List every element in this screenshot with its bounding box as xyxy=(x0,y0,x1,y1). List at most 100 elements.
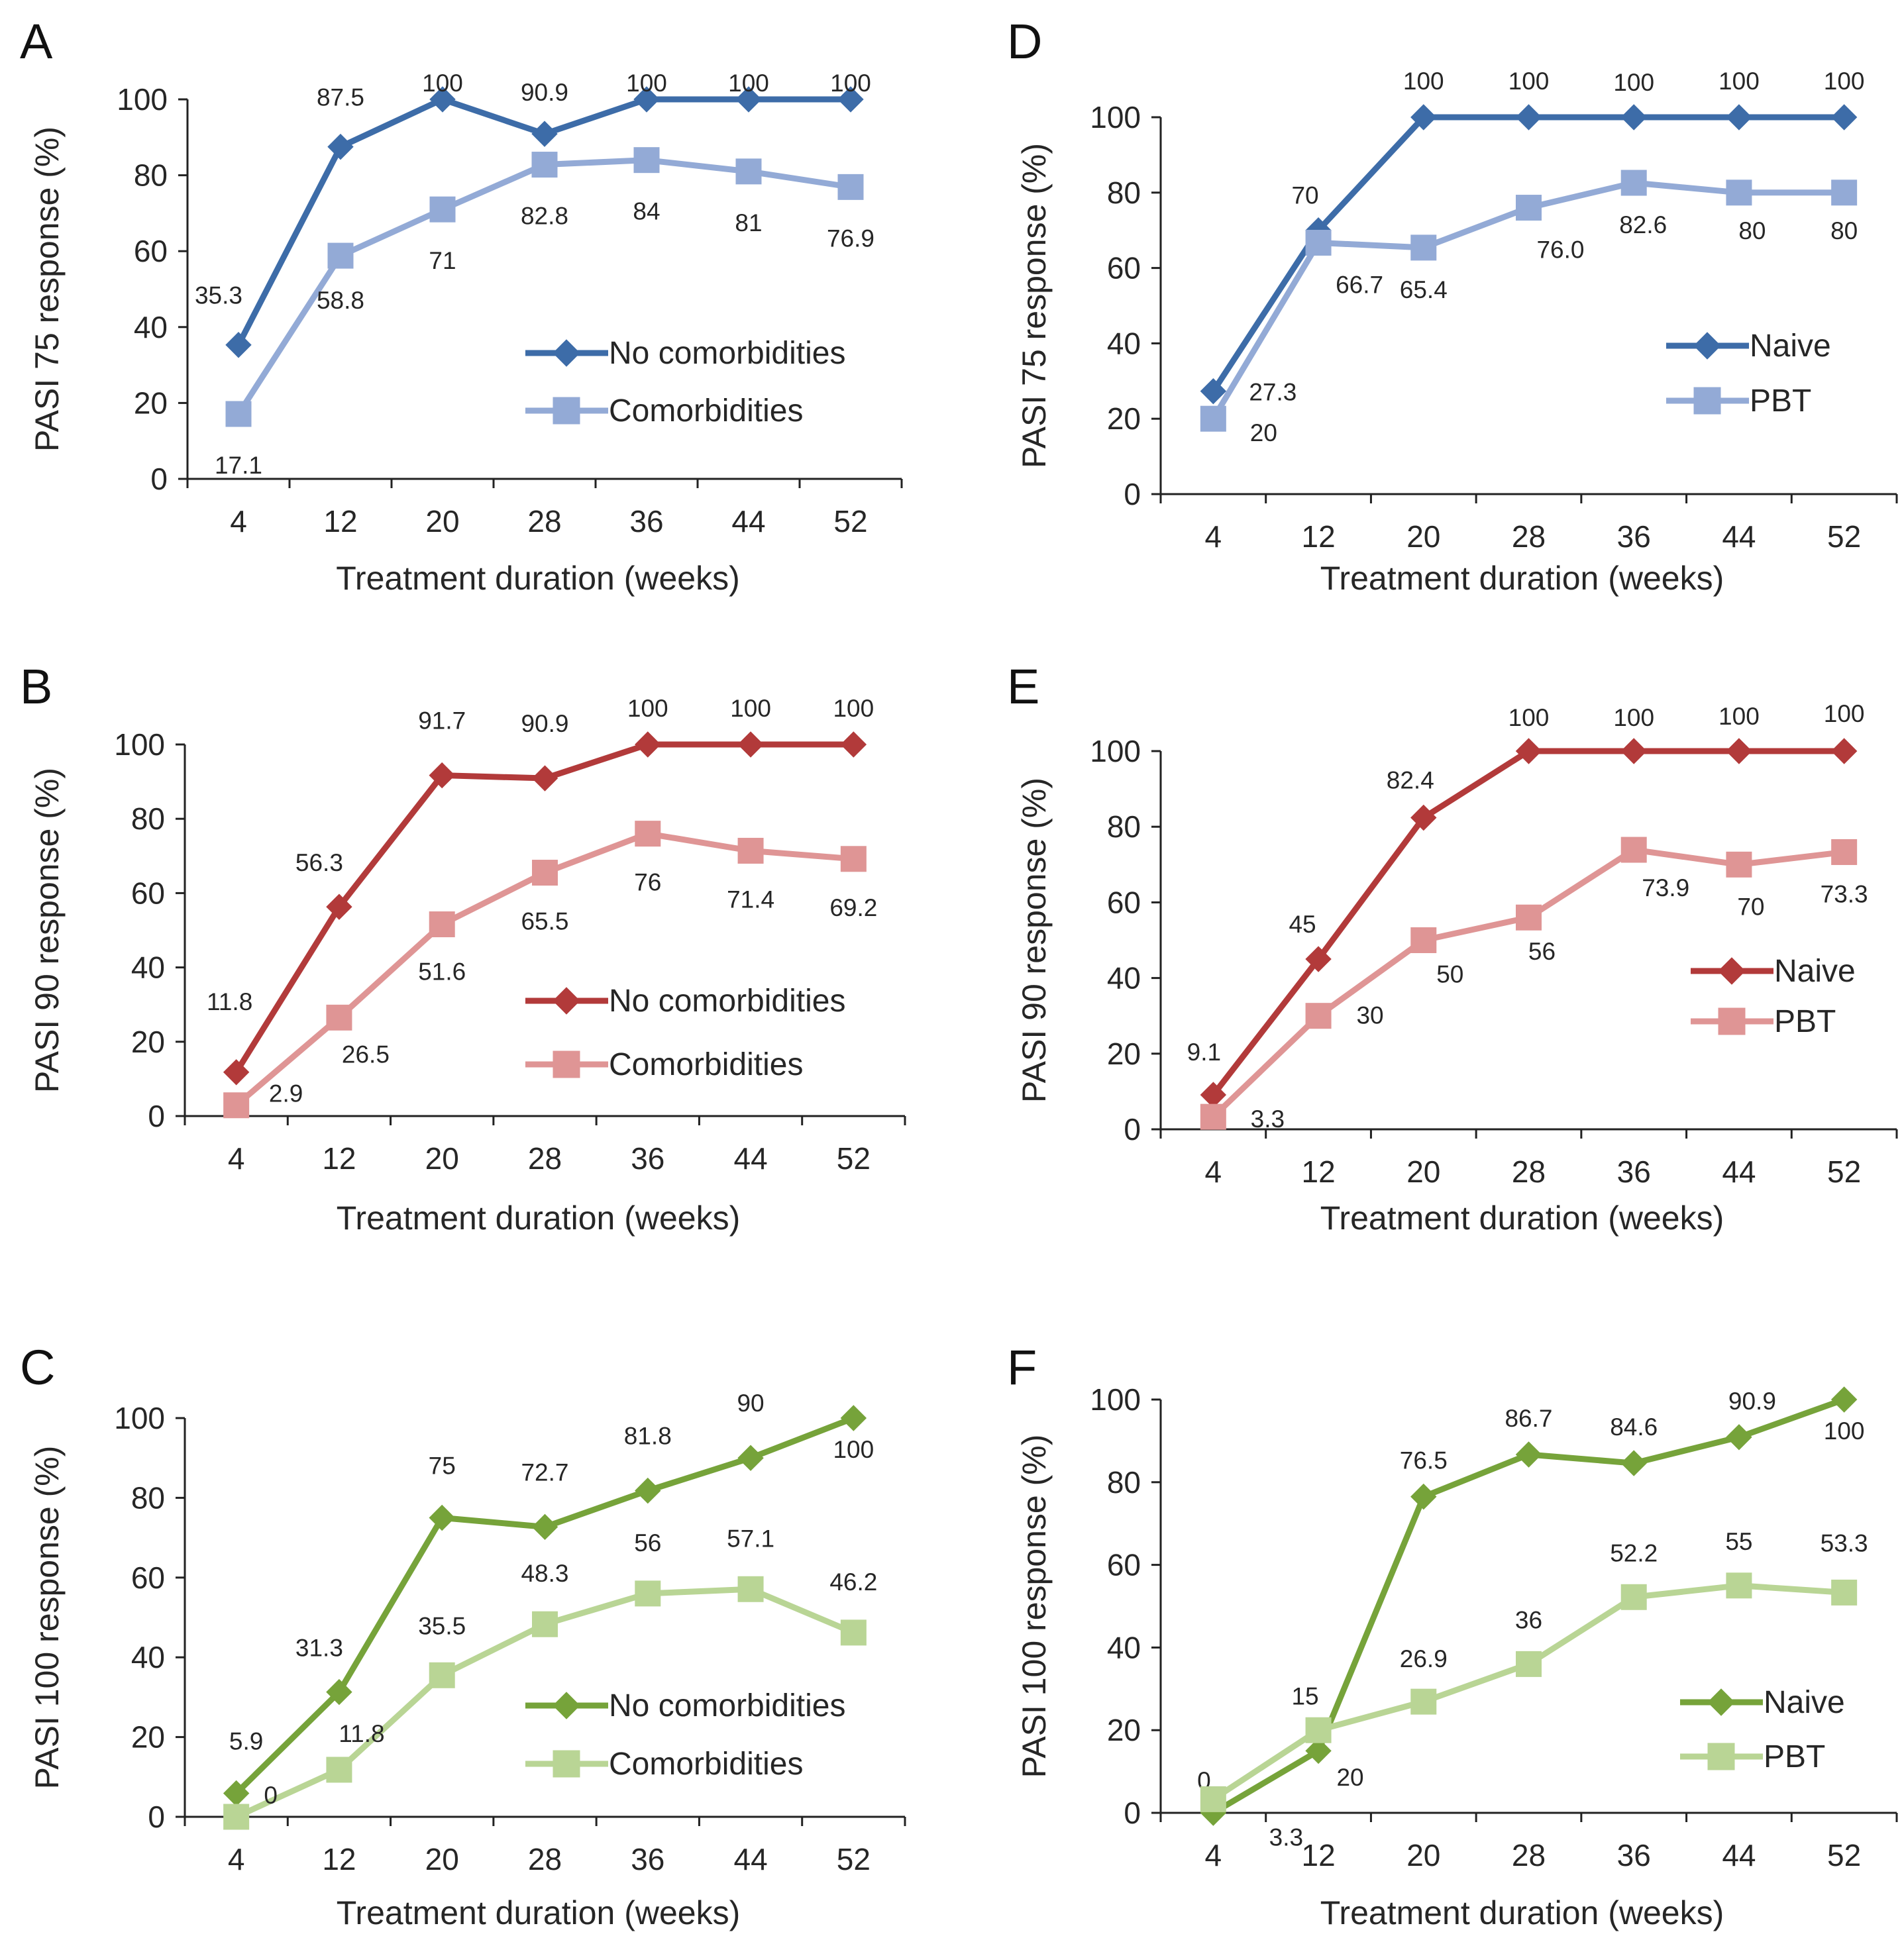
x-tick-label: 52 xyxy=(1827,1838,1861,1872)
data-label: 84.6 xyxy=(1610,1413,1658,1441)
data-label: 76.9 xyxy=(827,225,874,252)
data-label: 100 xyxy=(1719,68,1760,95)
data-label: 73.3 xyxy=(1821,880,1868,907)
data-point-marker xyxy=(1305,946,1332,972)
data-point-marker xyxy=(327,133,354,160)
data-label: 100 xyxy=(730,695,771,722)
data-label: 100 xyxy=(1403,68,1444,95)
data-point-marker xyxy=(1200,378,1227,405)
data-label: 76.5 xyxy=(1400,1447,1448,1474)
data-label: 53.3 xyxy=(1821,1529,1868,1557)
y-axis-title: PASI 75 response (%) xyxy=(1016,143,1053,468)
data-point-marker xyxy=(531,152,558,178)
y-tick-label: 20 xyxy=(131,1720,165,1755)
data-label: 26.9 xyxy=(1400,1645,1448,1672)
data-label: 86.7 xyxy=(1505,1405,1552,1432)
y-tick-label: 60 xyxy=(131,1560,165,1595)
chart-panel-f: F 0 20 40 60 80 100 4 12 20 28 36 44 52 Treatment dura… xyxy=(1007,1340,1898,1931)
data-label: 100 xyxy=(1508,68,1550,95)
legend-label: No comorbidities xyxy=(609,336,845,371)
y-tick-label: 100 xyxy=(114,1401,165,1435)
legend-label: Naive xyxy=(1750,329,1831,364)
data-label: 100 xyxy=(830,70,871,97)
x-tick-label: 44 xyxy=(731,504,765,538)
data-point-marker xyxy=(1726,738,1752,764)
x-axis-title: Treatment duration (weeks) xyxy=(337,1200,741,1237)
data-point-marker xyxy=(1410,104,1437,130)
data-point-marker xyxy=(1410,1483,1437,1510)
x-tick-label: 52 xyxy=(837,1842,871,1876)
data-label: 75 xyxy=(429,1453,456,1480)
x-tick-label: 4 xyxy=(230,504,247,538)
series-secondary: 3.3 20 26.9 36 52.2 55 53.3 xyxy=(1200,1528,1868,1851)
data-label: 100 xyxy=(626,70,667,97)
data-label: 52.2 xyxy=(1610,1539,1658,1566)
legend-marker xyxy=(1693,332,1721,360)
data-label: 84 xyxy=(633,198,660,225)
data-point-marker xyxy=(223,1804,250,1830)
data-label: 80 xyxy=(1738,217,1766,244)
data-label: 65.5 xyxy=(521,908,568,935)
legend: No comorbidities Comorbidities xyxy=(525,1688,845,1782)
data-label: 100 xyxy=(728,70,769,97)
data-label: 70 xyxy=(1737,893,1764,920)
data-point-marker xyxy=(1831,179,1858,206)
y-tick-label: 20 xyxy=(1107,1713,1141,1747)
y-tick-label: 80 xyxy=(1107,1465,1141,1500)
data-label: 100 xyxy=(1824,1417,1865,1445)
data-point-marker xyxy=(225,401,252,427)
data-point-marker xyxy=(1831,1579,1858,1606)
data-label: 35.5 xyxy=(418,1612,466,1639)
data-label: 9.1 xyxy=(1187,1039,1221,1066)
legend-marker xyxy=(553,339,580,367)
data-label: 35.3 xyxy=(195,282,242,309)
data-point-marker xyxy=(1200,405,1226,432)
y-tick-label: 0 xyxy=(1124,477,1141,511)
data-point-marker xyxy=(635,1477,661,1504)
data-point-marker xyxy=(1516,1651,1542,1677)
data-point-marker xyxy=(1726,1572,1752,1599)
series-line xyxy=(1211,846,1845,1119)
x-tick-label: 44 xyxy=(1722,519,1756,554)
series-secondary: 2.9 26.5 51.6 65.5 76 71.4 69.2 xyxy=(223,821,877,1119)
y-tick-label: 80 xyxy=(1107,809,1141,844)
data-label: 46.2 xyxy=(829,1568,877,1596)
y-tick-label: 100 xyxy=(1090,100,1141,134)
data-label: 73.9 xyxy=(1642,874,1689,901)
data-point-marker xyxy=(1831,839,1858,865)
legend-label: Comorbidities xyxy=(609,1047,803,1082)
x-tick-label: 52 xyxy=(1827,1154,1861,1189)
legend-marker xyxy=(1693,387,1721,415)
data-point-marker xyxy=(326,894,352,920)
data-label: 15 xyxy=(1291,1682,1318,1710)
data-label: 100 xyxy=(833,695,874,722)
panel-letter: C xyxy=(20,1340,55,1395)
y-axis-title: PASI 90 response (%) xyxy=(28,768,66,1093)
x-tick-label: 4 xyxy=(1205,1154,1222,1189)
data-label: 100 xyxy=(1613,704,1654,731)
data-point-marker xyxy=(1305,1717,1332,1743)
legend-label: Naive xyxy=(1774,954,1856,989)
data-point-marker xyxy=(840,1405,867,1431)
data-point-marker xyxy=(735,86,762,113)
x-tick-label: 20 xyxy=(1406,1154,1440,1189)
x-tick-label: 44 xyxy=(1722,1154,1756,1189)
data-point-marker xyxy=(837,174,864,200)
panel-letter: B xyxy=(20,659,52,714)
y-axis-title: PASI 90 response (%) xyxy=(1016,778,1053,1103)
data-point-marker xyxy=(635,821,661,847)
legend-label: Naive xyxy=(1764,1685,1845,1720)
x-tick-label: 44 xyxy=(733,1141,767,1176)
y-tick-label: 40 xyxy=(1107,1630,1141,1664)
data-point-marker xyxy=(737,1576,764,1602)
data-point-marker xyxy=(326,1757,352,1783)
x-axis-title: Treatment duration (weeks) xyxy=(1320,560,1724,597)
data-label: 82.4 xyxy=(1387,766,1434,793)
data-point-marker xyxy=(1410,234,1437,261)
legend-marker xyxy=(1718,957,1746,985)
legend: Naive PBT xyxy=(1680,1685,1845,1774)
series-secondary: 20 66.7 65.4 76.0 82.6 80 80 xyxy=(1200,170,1858,446)
data-label: 3.3 xyxy=(1251,1105,1285,1133)
data-label: 2.9 xyxy=(269,1080,303,1107)
